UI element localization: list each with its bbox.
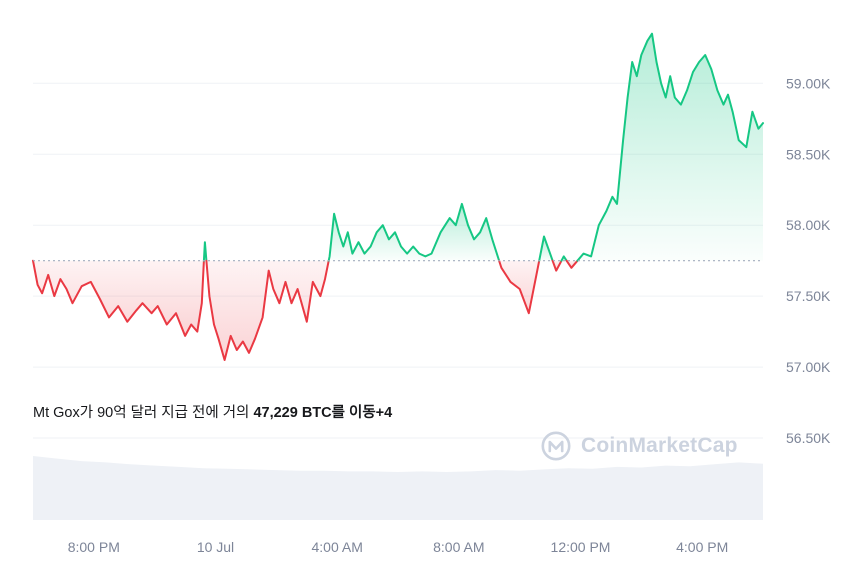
price-line-up (560, 255, 568, 262)
y-axis-label: 59.00K (786, 75, 831, 91)
y-axis-label: 58.50K (786, 146, 831, 162)
x-axis-label: 4:00 AM (312, 539, 363, 555)
chart-news-annotation[interactable]: Mt Gox가 90억 달러 지급 전에 거의 47,229 BTC를 이동+4 (33, 401, 392, 422)
price-line-down (565, 259, 579, 269)
coinmarketcap-watermark: CoinMarketCap (540, 430, 738, 462)
price-line-up (327, 202, 501, 262)
annotation-more-count: +4 (375, 405, 393, 421)
coinmarketcap-logo-icon (541, 431, 571, 461)
annotation-text-bold: 47,229 BTC를 이동 (253, 405, 376, 421)
price-line-up (576, 32, 764, 262)
x-axis-label: 12:00 PM (551, 539, 611, 555)
y-axis-label: 57.00K (786, 359, 831, 375)
price-line-down (32, 259, 205, 337)
x-axis-labels: 8:00 PM 10 Jul 4:00 AM 8:00 AM 12:00 PM 4:00 … (68, 539, 729, 555)
price-line-up (202, 241, 208, 262)
price-line (32, 32, 764, 361)
x-axis-label: 8:00 AM (433, 539, 484, 555)
price-line-up (538, 235, 554, 262)
x-axis-label: 4:00 PM (676, 539, 728, 555)
x-axis-label: 10 Jul (197, 539, 234, 555)
area-fill-down (33, 260, 204, 336)
annotation-text-prefix: Mt Gox가 90억 달러 지급 전에 거의 (33, 405, 254, 421)
price-area-fills (33, 33, 763, 360)
area-fill-up (539, 236, 553, 261)
area-fill-down (499, 260, 540, 314)
x-axis-label: 8:00 PM (68, 539, 120, 555)
volume-area (33, 456, 763, 520)
y-axis-labels: 59.00K 58.50K 58.00K 57.50K 57.00K 56.50K (786, 75, 831, 446)
watermark-label: CoinMarketCap (581, 434, 738, 457)
area-fill-down (206, 260, 329, 360)
price-line-down (205, 259, 330, 361)
area-fill-up (577, 33, 763, 261)
price-line-down (498, 259, 541, 315)
y-axis-label: 57.50K (786, 288, 831, 304)
price-line-down (551, 259, 563, 272)
y-axis-label: 58.00K (786, 217, 831, 233)
y-axis-label: 56.50K (786, 430, 831, 446)
